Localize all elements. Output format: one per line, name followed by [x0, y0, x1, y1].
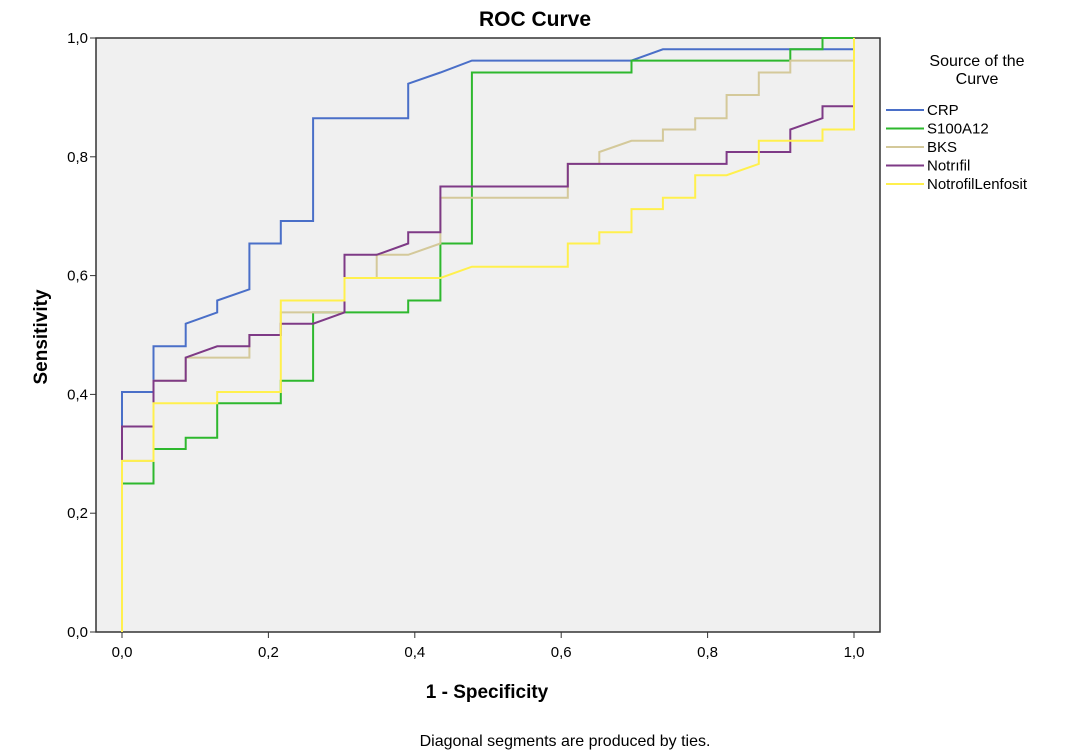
series-line-notr-fil — [121, 38, 855, 461]
y-tick-label: 0,6 — [67, 268, 88, 285]
legend-label: BKS — [927, 139, 957, 156]
x-tick-label: 0,4 — [404, 644, 425, 661]
y-tick-label: 0,4 — [67, 386, 88, 403]
legend-label: S100A12 — [927, 121, 989, 138]
x-tick-label: 1,0 — [844, 644, 865, 661]
legend-label: NotrofilLenfosit — [927, 176, 1028, 193]
x-tick-label: 0,8 — [697, 644, 718, 661]
legend-title: Curve — [956, 71, 999, 88]
y-tick-label: 0,0 — [67, 624, 88, 641]
y-tick-label: 0,8 — [67, 149, 88, 166]
footnote: Diagonal segments are produced by ties. — [420, 733, 711, 750]
plot-area — [95, 37, 881, 633]
series-line-notrofillenfosit — [121, 38, 855, 632]
series-line-bks — [121, 38, 855, 632]
series-group — [121, 37, 855, 632]
x-axis-label: 1 - Specificity — [426, 682, 549, 703]
x-tick-label: 0,0 — [112, 644, 133, 661]
legend-label: CRP — [927, 102, 959, 119]
series-line-crp — [121, 38, 855, 632]
chart-title: ROC Curve — [479, 8, 591, 31]
legend-title: Source of the — [929, 53, 1024, 70]
legend-label: Notrıfil — [927, 158, 970, 175]
y-tick-label: 0,2 — [67, 505, 88, 522]
y-tick-label: 1,0 — [67, 30, 88, 47]
axes: 0,0 0,2 0,4 0,6 0,8 1,0 0,0 0,2 0,4 0,6 0,8 1,0 — [67, 30, 864, 661]
x-tick-label: 0,6 — [551, 644, 572, 661]
x-tick-label: 0,2 — [258, 644, 279, 661]
y-axis-label: Sensitivity — [31, 289, 52, 384]
